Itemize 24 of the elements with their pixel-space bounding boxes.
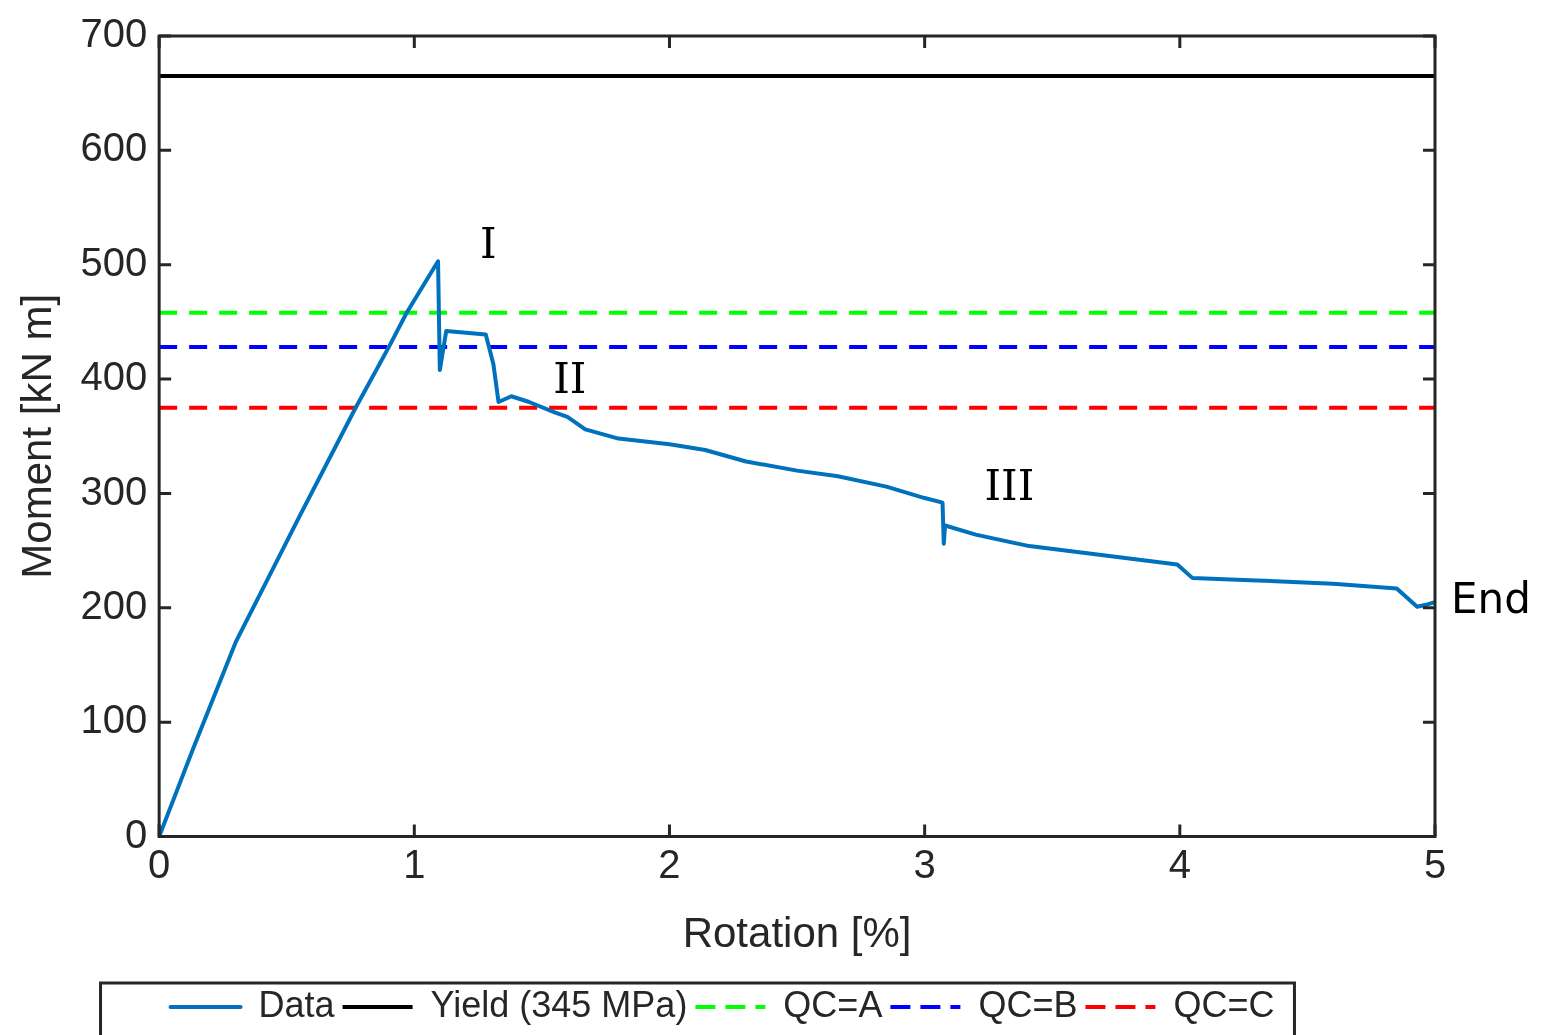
x-tick-label: 3 <box>913 841 936 886</box>
y-tick-label: 400 <box>80 354 148 399</box>
y-tick-label: 0 <box>124 811 148 856</box>
legend-label: QC=A <box>783 983 883 1025</box>
x-tick-label: 4 <box>1168 841 1191 886</box>
y-axis-title: Moment [kN m] <box>12 293 60 579</box>
x-tick-label: 2 <box>658 841 681 886</box>
annotation: III <box>984 460 1035 510</box>
legend-label: QC=C <box>1173 983 1275 1025</box>
legend-label: Yield (345 MPa) <box>430 983 688 1025</box>
annotation: II <box>553 354 587 404</box>
legend-label: QC=B <box>978 983 1078 1025</box>
y-tick-label: 500 <box>80 239 148 284</box>
y-tick-label: 200 <box>80 582 148 627</box>
y-tick-label: 600 <box>80 125 148 170</box>
annotation: I <box>480 219 497 269</box>
x-tick-label: 5 <box>1423 841 1447 886</box>
x-axis-title: Rotation [%] <box>682 909 912 957</box>
legend-label: Data <box>258 983 336 1025</box>
y-tick-label: 100 <box>80 697 148 742</box>
x-tick-label: 1 <box>403 841 426 886</box>
annotation: End <box>1451 574 1531 624</box>
y-tick-label: 700 <box>80 11 148 56</box>
y-tick-label: 300 <box>80 468 148 513</box>
